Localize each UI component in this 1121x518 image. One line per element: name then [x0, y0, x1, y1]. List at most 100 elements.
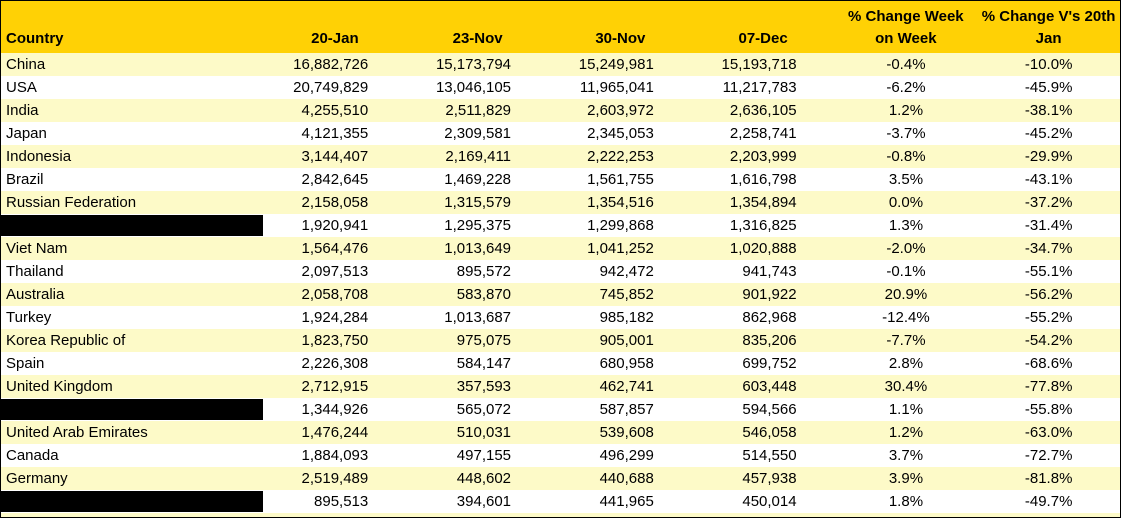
- pct-cell-vs-20th-jan[interactable]: -31.4%: [1024, 217, 1073, 234]
- pct-cell-week-on-week[interactable]: 3.5%: [888, 171, 924, 188]
- pct-cell-week-on-week[interactable]: 2.8%: [888, 355, 924, 372]
- pct-cell-week-on-week[interactable]: 1.2%: [888, 424, 924, 441]
- value-cell-23-nov[interactable]: 1,315,579: [444, 194, 512, 211]
- value-cell-20-jan[interactable]: 2,058,708: [301, 286, 369, 303]
- value-cell-23-nov[interactable]: 895,572: [456, 263, 512, 280]
- country-cell[interactable]: [1, 398, 264, 421]
- pct-cell-week-on-week[interactable]: -7.7%: [886, 332, 926, 349]
- pct-cell-week-on-week[interactable]: 30.4%: [884, 378, 928, 395]
- value-cell-07-dec[interactable]: 1,354,894: [729, 194, 797, 211]
- pct-cell-vs-20th-jan[interactable]: -63.0%: [1024, 424, 1073, 441]
- value-cell-20-jan[interactable]: 20,749,829: [293, 79, 369, 96]
- country-cell[interactable]: India: [1, 99, 263, 122]
- value-cell-20-jan[interactable]: 895,513: [314, 493, 369, 510]
- pct-cell-vs-20th-jan[interactable]: -72.7%: [1024, 447, 1073, 464]
- header-cell-20-jan[interactable]: 20-Jan: [311, 30, 359, 47]
- value-cell-07-dec[interactable]: 594,566: [742, 401, 797, 418]
- country-cell[interactable]: Viet Nam: [1, 237, 263, 260]
- value-cell-23-nov[interactable]: 1,013,649: [444, 240, 512, 257]
- value-cell-20-jan[interactable]: 2,158,058: [301, 194, 369, 211]
- pct-cell-week-on-week[interactable]: -0.1%: [886, 263, 926, 280]
- country-cell[interactable]: Indonesia: [1, 145, 263, 168]
- pct-cell-vs-20th-jan[interactable]: -55.8%: [1024, 401, 1073, 418]
- pct-cell-vs-20th-jan[interactable]: -45.2%: [1024, 125, 1073, 142]
- country-cell[interactable]: Canada: [1, 444, 263, 467]
- pct-cell-week-on-week[interactable]: -0.4%: [886, 56, 926, 73]
- pct-cell-vs-20th-jan[interactable]: -37.2%: [1024, 194, 1073, 211]
- value-cell-23-nov[interactable]: 975,075: [456, 332, 512, 349]
- value-cell-30-nov[interactable]: 2,222,253: [587, 148, 654, 165]
- pct-cell-week-on-week[interactable]: -12.4%: [882, 309, 930, 326]
- value-cell-30-nov[interactable]: 1,041,252: [587, 240, 654, 257]
- value-cell-30-nov[interactable]: 462,741: [599, 378, 654, 395]
- value-cell-07-dec[interactable]: 603,448: [742, 378, 797, 395]
- pct-cell-week-on-week[interactable]: 1.2%: [888, 102, 924, 119]
- value-cell-20-jan[interactable]: 4,255,510: [301, 102, 369, 119]
- value-cell-23-nov[interactable]: 584,147: [456, 355, 512, 372]
- country-cell[interactable]: USA: [1, 76, 263, 99]
- value-cell-23-nov[interactable]: 1,469,228: [444, 171, 512, 188]
- header-cell-07-dec[interactable]: 07-Dec: [738, 30, 788, 47]
- value-cell-20-jan[interactable]: 1,564,476: [301, 240, 369, 257]
- header-cell-week-on-week[interactable]: % Change Week on Week: [848, 8, 964, 47]
- value-cell-20-jan[interactable]: 1,823,750: [301, 332, 369, 349]
- value-cell-07-dec[interactable]: 15,193,718: [721, 56, 797, 73]
- country-cell[interactable]: United Kingdom: [1, 375, 263, 398]
- value-cell-20-jan[interactable]: 2,519,489: [301, 470, 369, 487]
- value-cell-20-jan[interactable]: 1,924,284: [301, 309, 369, 326]
- value-cell-07-dec[interactable]: 901,922: [742, 286, 797, 303]
- pct-cell-vs-20th-jan[interactable]: -81.8%: [1024, 470, 1073, 487]
- pct-cell-week-on-week[interactable]: 20.9%: [884, 286, 928, 303]
- value-cell-20-jan[interactable]: 2,842,645: [301, 171, 369, 188]
- value-cell-20-jan[interactable]: 1,344,926: [301, 401, 369, 418]
- pct-cell-week-on-week[interactable]: 1.3%: [888, 217, 924, 234]
- pct-cell-vs-20th-jan[interactable]: -55.1%: [1024, 263, 1073, 280]
- pct-cell-vs-20th-jan[interactable]: -34.7%: [1024, 240, 1073, 257]
- value-cell-30-nov[interactable]: 1,561,755: [587, 171, 654, 188]
- value-cell-23-nov[interactable]: 357,593: [456, 378, 512, 395]
- value-cell-23-nov[interactable]: 1,013,687: [444, 309, 512, 326]
- value-cell-30-nov[interactable]: 1,299,868: [587, 217, 654, 234]
- value-cell-07-dec[interactable]: 2,203,999: [729, 148, 797, 165]
- value-cell-20-jan[interactable]: 2,712,915: [301, 378, 369, 395]
- pct-cell-vs-20th-jan[interactable]: -29.9%: [1024, 148, 1073, 165]
- value-cell-07-dec[interactable]: 514,550: [742, 447, 797, 464]
- value-cell-20-jan[interactable]: 2,226,308: [301, 355, 369, 372]
- value-cell-07-dec[interactable]: 835,206: [742, 332, 797, 349]
- pct-cell-vs-20th-jan[interactable]: -55.2%: [1024, 309, 1073, 326]
- pct-cell-vs-20th-jan[interactable]: -43.1%: [1024, 171, 1073, 188]
- country-cell[interactable]: Thailand: [1, 260, 263, 283]
- value-cell-30-nov[interactable]: 905,001: [599, 332, 654, 349]
- value-cell-23-nov[interactable]: 1,295,375: [444, 217, 512, 234]
- value-cell-20-jan[interactable]: 1,884,093: [301, 447, 369, 464]
- pct-cell-vs-20th-jan[interactable]: -38.1%: [1024, 102, 1073, 119]
- country-cell[interactable]: Korea Republic of: [1, 329, 263, 352]
- country-cell[interactable]: United Arab Emirates: [1, 421, 263, 444]
- value-cell-23-nov[interactable]: 497,155: [456, 447, 512, 464]
- value-cell-07-dec[interactable]: 457,938: [742, 470, 797, 487]
- country-cell[interactable]: Turkey: [1, 306, 263, 329]
- value-cell-07-dec[interactable]: 1,316,825: [729, 217, 797, 234]
- header-cell-country[interactable]: Country: [6, 30, 64, 47]
- value-cell-23-nov[interactable]: 583,870: [456, 286, 512, 303]
- value-cell-20-jan[interactable]: 4,121,355: [301, 125, 369, 142]
- pct-cell-week-on-week[interactable]: 0.0%: [888, 194, 924, 211]
- pct-cell-week-on-week[interactable]: 3.7%: [888, 447, 924, 464]
- country-cell[interactable]: Spain: [1, 352, 263, 375]
- pct-cell-vs-20th-jan[interactable]: -68.6%: [1024, 355, 1073, 372]
- value-cell-07-dec[interactable]: 11,217,783: [722, 79, 797, 96]
- pct-cell-week-on-week[interactable]: 1.1%: [888, 401, 924, 418]
- value-cell-07-dec[interactable]: 1,020,888: [729, 240, 797, 257]
- value-cell-07-dec[interactable]: 546,058: [742, 424, 797, 441]
- value-cell-23-nov[interactable]: 2,511,829: [445, 102, 512, 119]
- value-cell-30-nov[interactable]: 587,857: [599, 401, 654, 418]
- value-cell-30-nov[interactable]: 11,965,041: [579, 79, 654, 96]
- value-cell-20-jan[interactable]: 2,097,513: [301, 263, 369, 280]
- pct-cell-week-on-week[interactable]: -2.0%: [886, 240, 926, 257]
- pct-cell-vs-20th-jan[interactable]: -45.9%: [1024, 79, 1073, 96]
- pct-cell-vs-20th-jan[interactable]: -49.7%: [1024, 493, 1073, 510]
- value-cell-23-nov[interactable]: 448,602: [456, 470, 512, 487]
- pct-cell-vs-20th-jan[interactable]: -10.0%: [1024, 56, 1073, 73]
- pct-cell-vs-20th-jan[interactable]: -77.8%: [1024, 378, 1073, 395]
- pct-cell-week-on-week[interactable]: 1.8%: [888, 493, 924, 510]
